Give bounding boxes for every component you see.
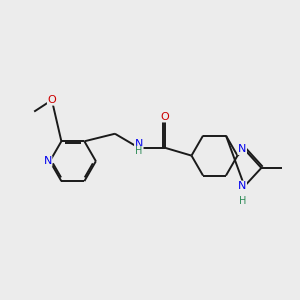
Text: H: H [238,196,246,206]
Text: O: O [160,112,169,122]
Text: O: O [47,95,56,105]
Text: N: N [135,139,143,149]
Text: N: N [44,156,52,166]
Text: N: N [238,144,246,154]
Text: H: H [135,146,142,156]
Text: N: N [238,181,246,191]
